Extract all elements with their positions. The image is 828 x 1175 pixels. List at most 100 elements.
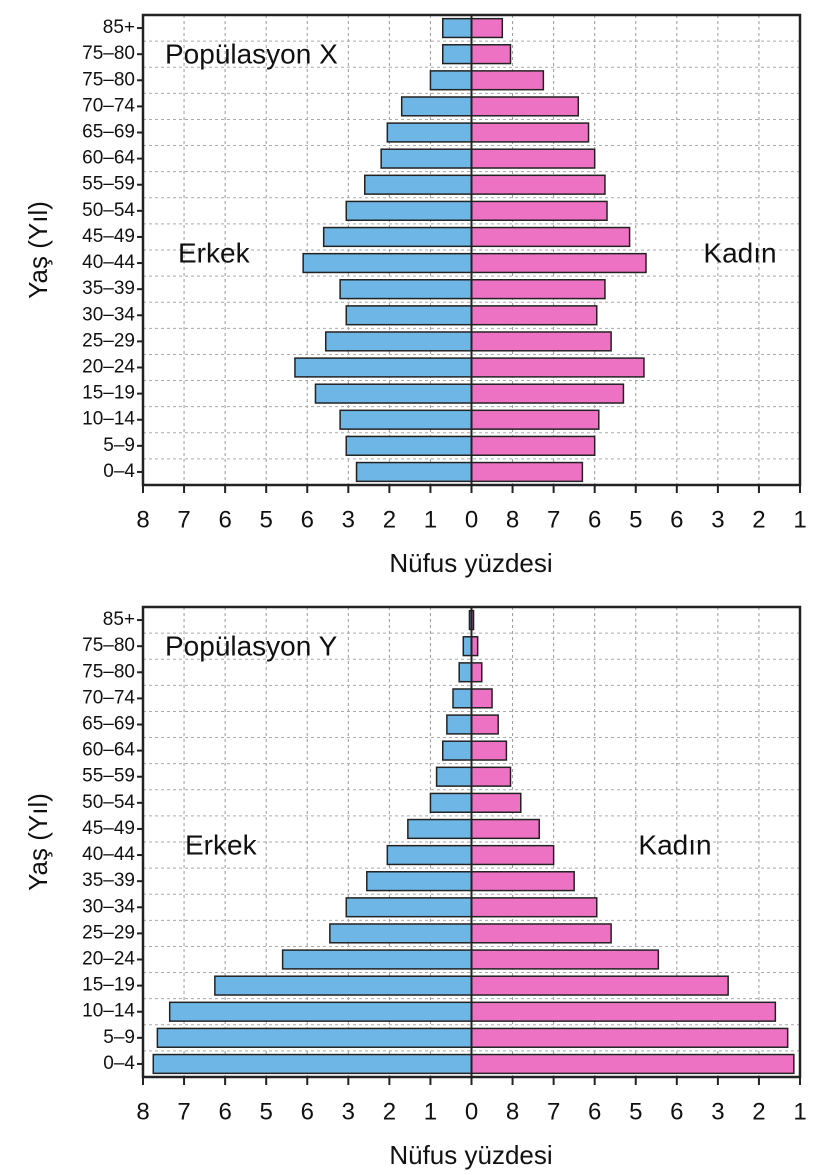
y-tick-label: 70–74 [82, 687, 135, 708]
bar-male [366, 871, 473, 892]
bar-female [470, 279, 606, 300]
x-tick-label: 3 [711, 1098, 724, 1125]
x-tick-label: 6 [301, 506, 314, 533]
bar-female [470, 148, 596, 169]
x-tick-label: 7 [177, 1098, 190, 1125]
bar-male [386, 844, 473, 866]
bar-male [324, 331, 473, 352]
x-tick-label: 8 [136, 506, 149, 533]
legend-female: Kadın [638, 829, 711, 860]
bar-female [470, 252, 647, 274]
y-tick-label: 85+ [103, 17, 135, 38]
y-tick-label: 60–64 [82, 740, 135, 761]
y-tick-label: 25–29 [82, 922, 135, 943]
bar-female [470, 792, 522, 813]
y-tick-label: 65–69 [82, 714, 135, 735]
y-tick-label: 15–19 [82, 975, 135, 996]
y-tick-label: 30–34 [82, 304, 135, 325]
bar-female [470, 200, 608, 221]
bar-male [386, 122, 473, 143]
x-tick-label: 6 [218, 506, 231, 533]
bar-male [339, 409, 473, 430]
bar-male [442, 44, 473, 65]
x-tick-label: 2 [752, 1098, 765, 1125]
x-tick-label: 6 [301, 1098, 314, 1125]
bar-female [470, 714, 499, 735]
bar-male [400, 96, 473, 117]
bar-female [470, 897, 598, 918]
x-tick-label: 8 [136, 1098, 149, 1125]
x-tick-label: 2 [752, 506, 765, 533]
bar-female [470, 923, 612, 944]
bar-female [470, 461, 584, 483]
bar-female [470, 331, 612, 352]
bar-female [470, 226, 631, 248]
legend-female: Kadın [703, 237, 776, 268]
bar-male [442, 17, 473, 39]
bar-female [470, 44, 512, 65]
x-tick-label: 6 [670, 506, 683, 533]
y-tick-label: 60–64 [82, 148, 135, 169]
bar-male [322, 226, 473, 248]
bar-male [156, 1027, 473, 1048]
bar-female [470, 1053, 795, 1075]
y-tick-label: 75–80 [82, 43, 135, 64]
y-tick-label: 75–80 [82, 69, 135, 90]
bar-male [429, 792, 473, 813]
x-tick-label: 7 [177, 506, 190, 533]
x-tick-label: 7 [547, 1098, 560, 1125]
chart-title: Popülasyon Y [165, 630, 338, 661]
bar-female [470, 740, 508, 761]
y-tick-label: 55–59 [82, 174, 135, 195]
x-tick-label: 0 [465, 506, 478, 533]
x-axis-label: Nüfus yüzdesi [389, 1140, 552, 1170]
bar-female [470, 871, 575, 892]
bar-female [470, 688, 493, 709]
x-tick-label: 6 [218, 1098, 231, 1125]
bar-female [470, 844, 555, 866]
bar-female [470, 383, 625, 404]
bar-female [470, 949, 660, 970]
bar-female [470, 766, 512, 787]
x-tick-label: 0 [465, 1098, 478, 1125]
x-tick-label: 7 [547, 506, 560, 533]
bar-male [345, 897, 473, 918]
x-tick-label: 5 [629, 1098, 642, 1125]
bar-female [470, 1001, 777, 1022]
bar-female [470, 818, 541, 840]
y-tick-label: 10–14 [82, 409, 135, 430]
bar-female [470, 1027, 789, 1048]
x-tick-label: 6 [588, 1098, 601, 1125]
y-tick-label: 35–39 [82, 870, 135, 891]
bar-male [380, 148, 473, 169]
bar-male [168, 1001, 473, 1022]
chart-title: Popülasyon X [165, 38, 338, 69]
x-tick-label: 3 [342, 506, 355, 533]
bar-male [452, 688, 473, 709]
bar-female [470, 122, 590, 143]
x-tick-label: 1 [793, 506, 806, 533]
y-tick-label: 20–24 [82, 357, 135, 378]
bar-female [470, 70, 545, 91]
y-tick-label: 40–44 [82, 252, 135, 273]
bar-male [429, 70, 473, 91]
bar-female [470, 435, 596, 456]
y-tick-label: 50–54 [82, 792, 135, 813]
y-tick-label: 65–69 [82, 122, 135, 143]
x-tick-label: 6 [670, 1098, 683, 1125]
bar-female [470, 96, 580, 117]
bar-male [281, 949, 473, 970]
bar-male [407, 818, 473, 840]
bar-female [470, 662, 483, 683]
y-axis-label: Yaş (Yıl) [23, 793, 53, 891]
y-tick-label: 15–19 [82, 383, 135, 404]
y-tick-label: 75–80 [82, 661, 135, 682]
bar-male [152, 1053, 473, 1075]
bar-male [314, 383, 473, 404]
x-tick-label: 2 [383, 506, 396, 533]
bar-male [214, 975, 473, 996]
y-tick-label: 5–9 [103, 435, 135, 456]
bar-male [462, 636, 473, 657]
bar-male [302, 252, 473, 274]
